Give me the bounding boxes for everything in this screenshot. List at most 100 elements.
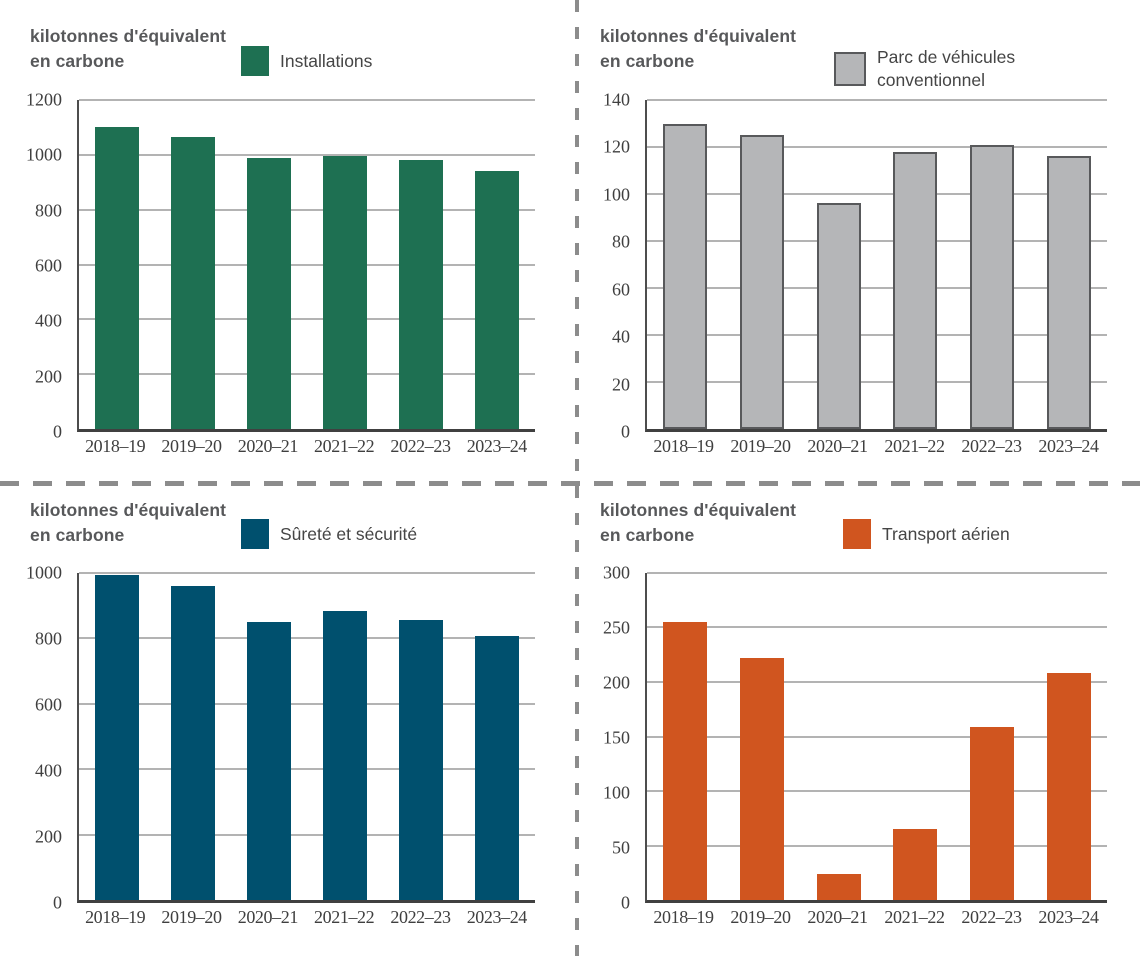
x-tick-label: 2023–24 <box>466 436 528 456</box>
x-axis: 2018–19 2019–20 2020–21 2021–22 2022–23 2023–… <box>645 436 1107 457</box>
axis-unit-label-line2: en carbone <box>30 525 125 545</box>
y-tick-label: 200 <box>603 672 630 693</box>
y-tick-label: 80 <box>612 231 630 252</box>
y-tick-label: 150 <box>603 727 630 748</box>
y-tick-label: 20 <box>612 374 630 395</box>
bar-2022–23 <box>399 160 443 429</box>
x-axis: 2018–19 2019–20 2020–21 2021–22 2022–23 2023–… <box>77 907 535 928</box>
y-tick-label: 100 <box>603 184 630 205</box>
legend-label: Installations <box>280 50 372 73</box>
x-tick-label: 2020–21 <box>237 907 299 927</box>
axis-unit-label-line1: kilotonnes d'équivalent <box>30 26 227 46</box>
legend-swatch <box>241 519 269 549</box>
x-tick-label: 2023–24 <box>1038 907 1099 927</box>
x-tick-label: 2022–23 <box>961 436 1022 456</box>
y-tick-label: 1000 <box>26 144 62 165</box>
x-tick-label: 2020–21 <box>237 436 299 456</box>
y-tick-label: 0 <box>621 421 630 442</box>
y-tick-label: 40 <box>612 326 630 347</box>
axis-unit-label: kilotonnes d'équivalent en carbone <box>30 24 226 74</box>
legend-label-line: Installations <box>280 50 373 71</box>
x-axis: 2018–19 2019–20 2020–21 2021–22 2022–23 2023–… <box>77 436 535 457</box>
y-axis: 1200 1000 800 600 400 200 0 <box>0 90 70 442</box>
axis-unit-label: kilotonnes d'équivalent en carbone <box>600 24 796 74</box>
gridline <box>647 844 1107 847</box>
bar-2018–19 <box>95 127 139 429</box>
chart-panel-surete-securite: kilotonnes d'équivalent en carbone Sûret… <box>0 486 575 956</box>
y-tick-label: 120 <box>603 136 630 157</box>
gridline <box>79 637 535 640</box>
bar-2021–22 <box>893 829 938 900</box>
gridline <box>79 768 535 771</box>
x-axis: 2018–19 2019–20 2020–21 2021–22 2022–23 2023–… <box>645 907 1107 928</box>
legend: Sûreté et sécurité <box>241 519 417 549</box>
x-tick-label: 2022–23 <box>961 907 1022 927</box>
axis-unit-label: kilotonnes d'équivalent en carbone <box>600 498 796 548</box>
axis-unit-label-line2: en carbone <box>30 51 125 71</box>
axis-unit-label-line1: kilotonnes d'équivalent <box>30 500 227 520</box>
y-tick-label: 800 <box>35 200 62 221</box>
y-axis: 300 250 200 150 100 50 0 <box>577 563 638 913</box>
legend-label: Sûreté et sécurité <box>280 523 417 546</box>
bar-2021–22 <box>893 151 938 429</box>
legend-label-line: Sûreté et sécurité <box>280 523 418 544</box>
gridline <box>79 833 535 836</box>
x-tick-label: 2023–24 <box>466 907 528 927</box>
y-tick-label: 140 <box>603 89 630 110</box>
bar-2020–21 <box>247 622 291 900</box>
y-tick-label: 100 <box>603 782 630 803</box>
plot-area <box>645 572 1107 903</box>
gridline <box>647 572 1107 574</box>
legend-label: Parc de véhicules conventionnel <box>877 46 1015 92</box>
gridline <box>647 735 1107 738</box>
y-tick-label: 400 <box>35 310 62 331</box>
bar-2020–21 <box>816 873 861 900</box>
gridline <box>79 572 535 574</box>
x-tick-label: 2019–20 <box>161 436 222 456</box>
y-tick-label: 800 <box>35 628 62 649</box>
legend-swatch <box>834 52 866 86</box>
y-tick-label: 200 <box>35 366 62 387</box>
bar-2023–24 <box>1046 673 1091 900</box>
bar-2018–19 <box>95 574 139 900</box>
y-tick-label: 0 <box>621 892 630 913</box>
x-tick-label: 2019–20 <box>161 907 222 927</box>
gridline <box>647 286 1107 289</box>
bar-2023–24 <box>475 635 519 900</box>
bar-2022–23 <box>970 726 1014 900</box>
x-tick-label: 2018–19 <box>85 907 146 927</box>
x-tick-label: 2023–24 <box>1038 436 1099 456</box>
bar-2018–19 <box>663 123 708 429</box>
chart-panel-transport-aerien: kilotonnes d'équivalent en carbone Trans… <box>577 486 1140 956</box>
horizontal-dashed-divider <box>0 481 1140 486</box>
y-tick-label: 50 <box>612 837 630 858</box>
legend-label-line: Parc de véhicules <box>877 47 1016 67</box>
gridline <box>647 192 1107 195</box>
legend-label-line: Transport aérien <box>882 523 1010 544</box>
x-tick-label: 2019–20 <box>730 436 791 456</box>
bar-2022–23 <box>399 620 443 900</box>
y-tick-label: 400 <box>35 760 62 781</box>
gridline <box>647 145 1107 148</box>
x-tick-label: 2022–23 <box>390 436 451 456</box>
x-tick-label: 2021–22 <box>884 907 945 927</box>
y-tick-label: 200 <box>35 826 62 847</box>
bar-2023–24 <box>1046 156 1091 429</box>
gridline <box>79 373 535 376</box>
gridline <box>647 99 1107 101</box>
y-tick-label: 1200 <box>26 89 62 110</box>
axis-unit-label-line1: kilotonnes d'équivalent <box>600 500 797 520</box>
legend: Transport aérien <box>843 519 1010 549</box>
y-tick-label: 600 <box>35 694 62 715</box>
bar-2019–20 <box>740 135 784 429</box>
x-tick-label: 2020–21 <box>807 436 868 456</box>
bar-2020–21 <box>247 157 291 429</box>
legend-label-line: conventionnel <box>877 70 985 90</box>
gridline <box>647 789 1107 792</box>
x-tick-label: 2021–22 <box>314 907 375 927</box>
y-tick-label: 300 <box>603 562 630 583</box>
chart-panel-installations: kilotonnes d'équivalent en carbone Insta… <box>0 0 575 481</box>
x-tick-label: 2019–20 <box>730 907 791 927</box>
axis-unit-label-line1: kilotonnes d'équivalent <box>600 26 797 46</box>
